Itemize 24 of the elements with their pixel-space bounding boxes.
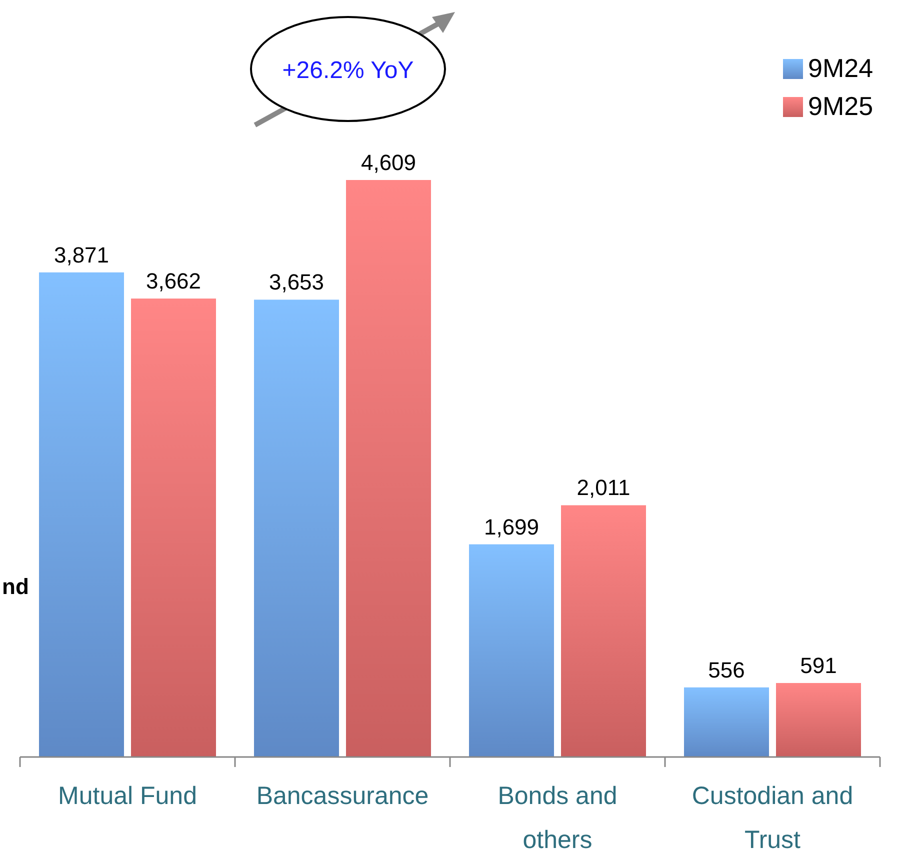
x-tick-label: Bonds and others	[498, 782, 618, 853]
bar	[561, 505, 646, 757]
legend-label: 9M25	[808, 91, 874, 121]
bar	[469, 544, 554, 757]
data-label: 4,609	[360, 150, 416, 175]
x-tick-label: Mutual Fund	[58, 782, 197, 810]
bar	[684, 687, 769, 757]
data-label: 1,699	[484, 514, 540, 540]
bar	[776, 683, 861, 757]
text: +26.2% YoY	[282, 57, 414, 84]
legend-label: 9M24	[808, 53, 874, 83]
data-label: 3,662	[146, 268, 202, 294]
data-label: 556	[708, 657, 745, 682]
bar	[346, 180, 431, 757]
data-label: 3,871	[54, 242, 110, 268]
bar	[131, 298, 216, 757]
data-label: 591	[800, 653, 837, 678]
x-tick-label: Custodian and Trust	[692, 782, 854, 853]
bar	[39, 272, 124, 757]
bar	[254, 300, 339, 757]
x-tick-label: Bancassurance	[256, 782, 429, 810]
annotation: nd	[2, 574, 29, 599]
data-label: 2,011	[576, 475, 630, 500]
data-label: 3,653	[268, 270, 324, 295]
